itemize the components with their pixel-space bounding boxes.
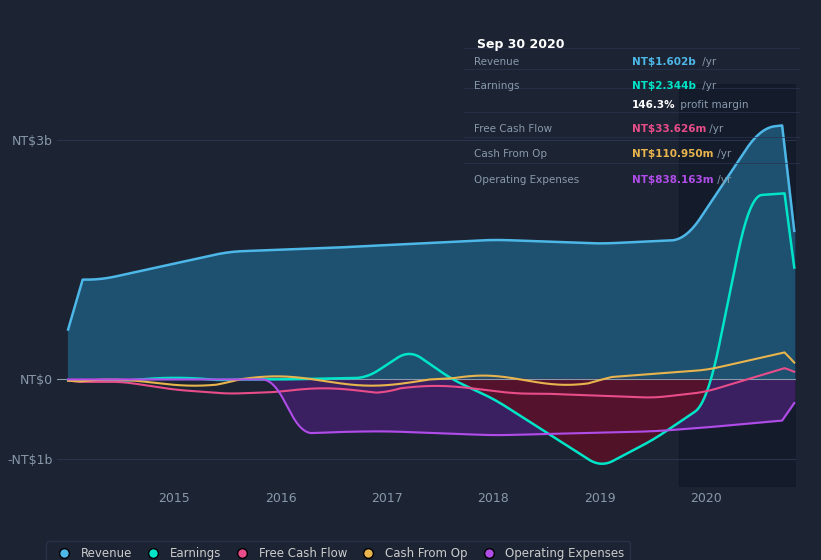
Text: /yr: /yr	[713, 175, 731, 185]
Text: NT$1.602b: NT$1.602b	[632, 57, 696, 67]
Text: Earnings: Earnings	[474, 81, 520, 91]
Bar	[680, 84, 796, 487]
Text: profit margin: profit margin	[677, 100, 748, 110]
Text: Operating Expenses: Operating Expenses	[474, 175, 579, 185]
Text: /yr: /yr	[706, 124, 723, 134]
Text: /yr: /yr	[713, 150, 731, 159]
Text: NT$2.344b: NT$2.344b	[632, 81, 696, 91]
Text: /yr: /yr	[699, 57, 716, 67]
Legend: Revenue, Earnings, Free Cash Flow, Cash From Op, Operating Expenses: Revenue, Earnings, Free Cash Flow, Cash …	[46, 541, 631, 560]
Text: /yr: /yr	[699, 81, 716, 91]
Text: Revenue: Revenue	[474, 57, 519, 67]
Text: NT$33.626m: NT$33.626m	[632, 124, 707, 134]
Text: NT$838.163m: NT$838.163m	[632, 175, 713, 185]
Text: 146.3%: 146.3%	[632, 100, 676, 110]
Text: Cash From Op: Cash From Op	[474, 150, 547, 159]
Text: Sep 30 2020: Sep 30 2020	[477, 38, 565, 52]
Text: NT$110.950m: NT$110.950m	[632, 150, 713, 159]
Text: Free Cash Flow: Free Cash Flow	[474, 124, 552, 134]
